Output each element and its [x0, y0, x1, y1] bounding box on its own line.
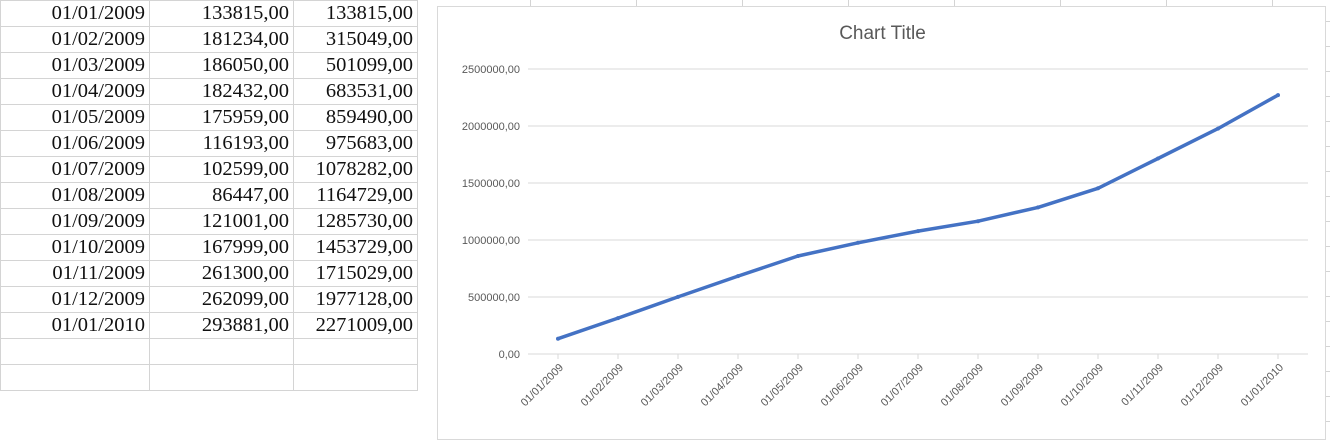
chart-title: Chart Title — [839, 23, 926, 44]
table-cell[interactable]: 01/05/2009 — [0, 104, 150, 131]
table-cell[interactable] — [149, 338, 294, 365]
table-row: 01/10/2009 167999,00 1453729,00 — [0, 234, 418, 261]
table-cell[interactable]: 116193,00 — [149, 130, 294, 157]
table-row: 01/11/2009 261300,00 1715029,00 — [0, 260, 418, 287]
table-row: 01/01/2010 293881,00 2271009,00 — [0, 312, 418, 339]
table-cell[interactable] — [0, 338, 150, 365]
table-cell[interactable]: 501099,00 — [293, 52, 418, 79]
table-row: 01/05/2009 175959,00 859490,00 — [0, 104, 418, 131]
table-cell[interactable]: 01/12/2009 — [0, 286, 150, 313]
table-row: 01/08/2009 86447,00 1164729,00 — [0, 182, 418, 209]
table-cell[interactable] — [293, 338, 418, 365]
x-tick-label: 01/06/2009 — [819, 362, 866, 409]
table-row: 01/09/2009 121001,00 1285730,00 — [0, 208, 418, 235]
chart-plot: 0,00 500000,00 1000000,00 1500000,00 2000000… — [462, 64, 1308, 409]
table-cell[interactable]: 261300,00 — [149, 260, 294, 287]
table-cell[interactable] — [293, 364, 418, 391]
table-row: 01/03/2009 186050,00 501099,00 — [0, 52, 418, 79]
x-tick-label: 01/01/2009 — [519, 362, 566, 409]
table-row: 01/12/2009 262099,00 1977128,00 — [0, 286, 418, 313]
table-cell[interactable]: 293881,00 — [149, 312, 294, 339]
x-tick-label: 01/08/2009 — [939, 362, 986, 409]
y-tick-label: 1000000,00 — [462, 235, 520, 247]
data-point[interactable] — [1276, 93, 1280, 98]
table-cell[interactable]: 133815,00 — [149, 0, 294, 27]
table-cell[interactable]: 186050,00 — [149, 52, 294, 79]
y-tick-label: 2500000,00 — [462, 64, 520, 76]
x-tick-label: 01/11/2009 — [1119, 362, 1166, 409]
table-cell[interactable]: 175959,00 — [149, 104, 294, 131]
data-table-area: 01/01/2009 133815,00 133815,00 01/02/2009 18… — [0, 0, 437, 440]
table-cell[interactable]: 167999,00 — [149, 234, 294, 261]
table-cell[interactable]: 181234,00 — [149, 26, 294, 53]
data-point[interactable] — [1216, 126, 1220, 131]
table-cell[interactable]: 01/08/2009 — [0, 182, 150, 209]
x-tick-label: 01/10/2009 — [1059, 362, 1106, 409]
data-point[interactable] — [616, 316, 620, 321]
data-point[interactable] — [856, 240, 860, 245]
data-point[interactable] — [1156, 156, 1160, 161]
x-tick-label: 01/07/2009 — [879, 362, 926, 409]
data-point[interactable] — [556, 336, 560, 341]
table-cell[interactable]: 01/01/2010 — [0, 312, 150, 339]
y-tick-label: 1500000,00 — [462, 178, 520, 190]
table-cell[interactable]: 975683,00 — [293, 130, 418, 157]
x-tick-label: 01/09/2009 — [999, 362, 1046, 409]
line-chart[interactable]: Chart Title 0,00 500000,00 1000000,00 15000… — [437, 6, 1326, 440]
table-row: 01/07/2009 102599,00 1078282,00 — [0, 156, 418, 183]
table-cell[interactable]: 683531,00 — [293, 78, 418, 105]
data-point[interactable] — [736, 274, 740, 279]
table-cell[interactable]: 1715029,00 — [293, 260, 418, 287]
table-cell[interactable]: 01/02/2009 — [0, 26, 150, 53]
table-cell[interactable]: 1164729,00 — [293, 182, 418, 209]
table-row: 01/06/2009 116193,00 975683,00 — [0, 130, 418, 157]
table-cell[interactable]: 01/11/2009 — [0, 260, 150, 287]
table-cell[interactable]: 102599,00 — [149, 156, 294, 183]
table-cell[interactable]: 01/07/2009 — [0, 156, 150, 183]
table-cell[interactable]: 315049,00 — [293, 26, 418, 53]
data-point[interactable] — [1036, 205, 1040, 210]
data-point[interactable] — [676, 294, 680, 299]
table-cell[interactable]: 133815,00 — [293, 0, 418, 27]
table-cell[interactable]: 1078282,00 — [293, 156, 418, 183]
empty-row — [0, 364, 418, 391]
table-row: 01/02/2009 181234,00 315049,00 — [0, 26, 418, 53]
data-point[interactable] — [1096, 186, 1100, 191]
table-cell[interactable]: 1977128,00 — [293, 286, 418, 313]
y-tick-label: 0,00 — [499, 349, 520, 361]
data-point[interactable] — [916, 229, 920, 234]
table-cell[interactable]: 859490,00 — [293, 104, 418, 131]
x-tick-label: 01/02/2009 — [579, 362, 626, 409]
table-cell[interactable]: 01/10/2009 — [0, 234, 150, 261]
data-table: 01/01/2009 133815,00 133815,00 01/02/2009 18… — [0, 0, 418, 391]
table-cell[interactable]: 1453729,00 — [293, 234, 418, 261]
table-row: 01/04/2009 182432,00 683531,00 — [0, 78, 418, 105]
table-cell[interactable]: 01/03/2009 — [0, 52, 150, 79]
table-cell[interactable]: 182432,00 — [149, 78, 294, 105]
table-row: 01/01/2009 133815,00 133815,00 — [0, 0, 418, 27]
x-tick-label: 01/04/2009 — [699, 362, 746, 409]
table-cell[interactable] — [0, 364, 150, 391]
table-cell[interactable]: 86447,00 — [149, 182, 294, 209]
table-cell[interactable]: 01/04/2009 — [0, 78, 150, 105]
table-cell[interactable]: 01/01/2009 — [0, 0, 150, 27]
x-tick-label: 01/05/2009 — [759, 362, 806, 409]
table-cell[interactable]: 01/09/2009 — [0, 208, 150, 235]
x-tick-label: 01/12/2009 — [1179, 362, 1226, 409]
data-point[interactable] — [976, 219, 980, 224]
table-cell[interactable]: 2271009,00 — [293, 312, 418, 339]
table-cell[interactable]: 121001,00 — [149, 208, 294, 235]
table-cell[interactable]: 01/06/2009 — [0, 130, 150, 157]
y-tick-label: 500000,00 — [468, 292, 520, 304]
table-cell[interactable]: 1285730,00 — [293, 208, 418, 235]
table-cell[interactable] — [149, 364, 294, 391]
series-line[interactable] — [556, 93, 1280, 341]
table-cell[interactable]: 262099,00 — [149, 286, 294, 313]
y-tick-label: 2000000,00 — [462, 121, 520, 133]
x-tick-label: 01/01/2010 — [1239, 362, 1286, 409]
data-point[interactable] — [796, 254, 800, 259]
empty-row — [0, 338, 418, 365]
x-tick-label: 01/03/2009 — [639, 362, 686, 409]
